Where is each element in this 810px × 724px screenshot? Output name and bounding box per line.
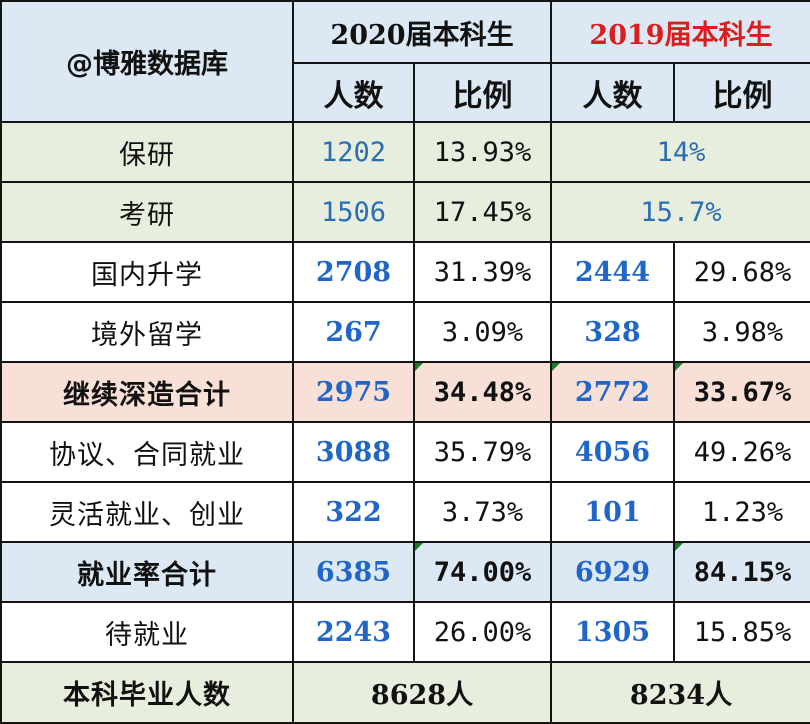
count-2019: 4056 bbox=[550, 421, 675, 483]
count-2019: 6929 bbox=[550, 541, 675, 603]
ratio-2020: 74.00% bbox=[413, 541, 552, 603]
row-label: 协议、合同就业 bbox=[0, 421, 294, 483]
table-row-subtotal: 继续深造合计 2975 34.48% 2772 33.67% bbox=[0, 361, 810, 423]
ratio-2019: 1.23% bbox=[673, 481, 810, 543]
col-header-ratio-2019: 比例 bbox=[673, 62, 810, 123]
count-2020: 322 bbox=[292, 481, 415, 543]
table-row-total: 本科毕业人数 8628人 8234人 bbox=[0, 661, 810, 724]
table-row: 境外留学 267 3.09% 328 3.98% bbox=[0, 301, 810, 363]
ratio-2020: 31.39% bbox=[413, 241, 552, 303]
row-label: 就业率合计 bbox=[0, 541, 294, 603]
count-2019: 328 bbox=[550, 301, 675, 363]
col-header-count-2019: 人数 bbox=[550, 62, 675, 123]
row-label: 境外留学 bbox=[0, 301, 294, 363]
table-row: 灵活就业、创业 322 3.73% 101 1.23% bbox=[0, 481, 810, 543]
ratio-2019-merged: 15.7% bbox=[550, 181, 810, 243]
ratio-2019: 29.68% bbox=[673, 241, 810, 303]
row-label: 国内升学 bbox=[0, 241, 294, 303]
count-2020: 1202 bbox=[292, 121, 415, 183]
brand-cell: @博雅数据库 bbox=[0, 0, 294, 123]
count-2020: 2243 bbox=[292, 601, 415, 663]
ratio-2020: 34.48% bbox=[413, 361, 552, 423]
ratio-2019: 49.26% bbox=[673, 421, 810, 483]
table-row-subtotal: 就业率合计 6385 74.00% 6929 84.15% bbox=[0, 541, 810, 603]
header-row-2: 人数 比例 人数 比例 bbox=[1, 62, 810, 123]
total-2020: 8628人 bbox=[292, 661, 552, 724]
count-2019: 2444 bbox=[550, 241, 675, 303]
count-2020: 3088 bbox=[292, 421, 415, 483]
ratio-2020: 26.00% bbox=[413, 601, 552, 663]
header-row-1: @博雅数据库 2020届本科生 2019届本科生 bbox=[0, 0, 810, 123]
row-label: 灵活就业、创业 bbox=[0, 481, 294, 543]
ratio-2020: 13.93% bbox=[413, 121, 552, 183]
ratio-2019: 84.15% bbox=[673, 541, 810, 603]
ratio-2019: 33.67% bbox=[673, 361, 810, 423]
table-row: 协议、合同就业 3088 35.79% 4056 49.26% bbox=[0, 421, 810, 483]
count-2019: 101 bbox=[550, 481, 675, 543]
row-label: 本科毕业人数 bbox=[0, 661, 294, 724]
row-label: 待就业 bbox=[0, 601, 294, 663]
count-2020: 2975 bbox=[292, 361, 415, 423]
table-row: 考研 1506 17.45% 15.7% bbox=[0, 181, 810, 243]
col-header-ratio-2020: 比例 bbox=[413, 62, 552, 123]
row-label: 继续深造合计 bbox=[0, 361, 294, 423]
ratio-2020: 3.73% bbox=[413, 481, 552, 543]
count-2019: 2772 bbox=[550, 361, 675, 423]
row-label: 保研 bbox=[0, 121, 294, 183]
ratio-2020: 17.45% bbox=[413, 181, 552, 243]
count-2020: 6385 bbox=[292, 541, 415, 603]
table-row: 待就业 2243 26.00% 1305 15.85% bbox=[0, 601, 810, 663]
row-label: 考研 bbox=[0, 181, 294, 243]
table-row: 保研 1202 13.93% 14% bbox=[0, 121, 810, 183]
group-header-2020: 2020届本科生 bbox=[292, 0, 552, 64]
total-2019: 8234人 bbox=[550, 661, 810, 724]
ratio-2019: 15.85% bbox=[673, 601, 810, 663]
ratio-2019-merged: 14% bbox=[550, 121, 810, 183]
col-header-count-2020: 人数 bbox=[292, 62, 415, 123]
count-2020: 267 bbox=[292, 301, 415, 363]
count-2020: 2708 bbox=[292, 241, 415, 303]
count-2020: 1506 bbox=[292, 181, 415, 243]
ratio-2020: 35.79% bbox=[413, 421, 552, 483]
count-2019: 1305 bbox=[550, 601, 675, 663]
ratio-2020: 3.09% bbox=[413, 301, 552, 363]
group-header-2019: 2019届本科生 bbox=[550, 0, 810, 64]
ratio-2019: 3.98% bbox=[673, 301, 810, 363]
table-row: 国内升学 2708 31.39% 2444 29.68% bbox=[0, 241, 810, 303]
